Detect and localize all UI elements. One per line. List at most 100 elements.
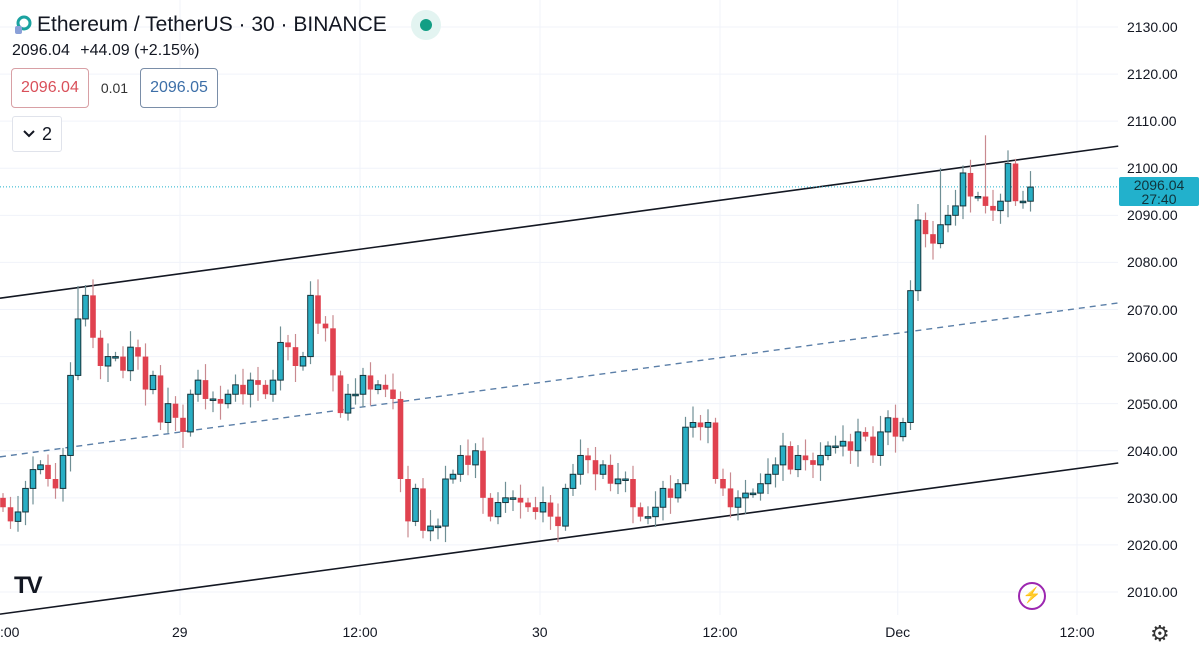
- lightning-icon[interactable]: ⚡: [1018, 582, 1046, 610]
- y-tick-label: 2050.00: [1127, 395, 1178, 412]
- candle-bullish: [494, 502, 502, 518]
- candle-bullish: [472, 450, 479, 466]
- candle-bearish: [120, 356, 126, 371]
- candle-bullish: [899, 422, 907, 438]
- candle-bearish: [592, 460, 599, 475]
- y-tick-label: 2070.00: [1127, 301, 1178, 318]
- x-tick-label: 12:00: [702, 624, 738, 640]
- x-tick-label: 12:00: [1059, 624, 1095, 640]
- candle-bearish: [45, 464, 51, 479]
- candle-bullish: [772, 464, 779, 475]
- candle-bullish: [749, 492, 757, 496]
- candle-bullish: [1004, 163, 1012, 202]
- candle-bearish: [0, 497, 6, 508]
- candle-bullish: [562, 487, 569, 527]
- candle-bearish: [390, 389, 396, 399]
- y-tick-label: 2040.00: [1127, 442, 1178, 459]
- candle-bearish: [967, 172, 974, 197]
- candle-bullish: [194, 379, 202, 395]
- indicators-toggle-button[interactable]: 2: [12, 116, 62, 152]
- candle-bearish: [862, 431, 869, 437]
- candle-bullish: [689, 422, 697, 428]
- candle-bullish: [74, 318, 82, 376]
- candle-bearish: [727, 488, 734, 508]
- candle-bearish: [802, 455, 809, 461]
- candle-bullish: [644, 516, 652, 519]
- candle-bullish: [509, 497, 517, 500]
- candle-bullish: [682, 426, 689, 485]
- y-tick-label: 2120.00: [1127, 66, 1178, 83]
- candle-bullish: [37, 464, 44, 471]
- candle-bearish: [285, 342, 291, 348]
- candle-bullish: [22, 487, 29, 513]
- sell-button[interactable]: 2096.04: [11, 68, 89, 108]
- candle-bearish: [292, 347, 299, 366]
- candle-bullish: [1019, 200, 1027, 204]
- candle-bullish: [359, 374, 367, 395]
- candle-bullish: [704, 422, 712, 428]
- candle-bullish: [794, 454, 802, 471]
- gear-icon[interactable]: ⚙: [1150, 621, 1170, 646]
- candle-bullish: [29, 469, 37, 489]
- y-tick-label: 2020.00: [1127, 536, 1178, 553]
- candle-bearish: [990, 205, 996, 211]
- candle-bullish: [779, 445, 787, 466]
- candle-bullish: [832, 445, 839, 449]
- chevron-down-icon: [23, 130, 35, 138]
- candle-bearish: [322, 323, 329, 329]
- candle-bullish: [149, 374, 157, 391]
- bar-countdown: 27:40: [1141, 190, 1177, 206]
- candle-bearish: [532, 507, 539, 512]
- candle-bearish: [465, 455, 471, 465]
- tradingview-logo[interactable]: TV: [14, 572, 43, 599]
- current-price-tag: 2096.04 27:40: [1119, 177, 1199, 206]
- candle-bearish: [630, 479, 636, 508]
- candle-bullish: [67, 374, 74, 456]
- symbol-header[interactable]: Ethereum / TetherUS · 30 · BINANCE: [12, 10, 441, 40]
- candle-bullish: [127, 346, 134, 372]
- price-change-row: 2096.04 +44.09 (+2.15%): [12, 42, 206, 60]
- buy-button[interactable]: 2096.05: [140, 68, 218, 108]
- candle-bullish: [449, 473, 457, 480]
- candle-bullish: [59, 454, 67, 489]
- candle-bullish: [164, 403, 172, 423]
- candle-bullish: [997, 200, 1004, 212]
- candle-bullish: [374, 384, 382, 391]
- candle-bearish: [7, 507, 14, 522]
- candle-bearish: [217, 398, 224, 404]
- symbol-title: Ethereum / TetherUS · 30 · BINANCE: [37, 13, 387, 36]
- x-tick-label: 29: [172, 624, 188, 640]
- candle-bullish: [757, 483, 764, 494]
- candle-bearish: [202, 380, 209, 399]
- candle-bullish: [442, 478, 449, 527]
- x-tick-label: 30: [532, 624, 548, 640]
- candle-bearish: [135, 347, 141, 357]
- current-price: 2096.04: [1133, 177, 1185, 193]
- candle-bearish: [487, 497, 494, 517]
- candle-bullish: [937, 224, 944, 245]
- candle-bullish: [914, 219, 922, 292]
- spread-value: 0.01: [100, 80, 129, 96]
- y-tick-label: 2100.00: [1127, 160, 1178, 177]
- candle-bearish: [585, 455, 591, 461]
- candle-bearish: [255, 380, 261, 385]
- candle-bullish: [352, 393, 359, 397]
- candle-bullish: [577, 454, 584, 475]
- candle-bearish: [172, 403, 179, 418]
- candle-bullish: [457, 454, 464, 475]
- candle-bearish: [712, 422, 719, 479]
- y-tick-label: 2080.00: [1127, 254, 1178, 271]
- candle-bullish: [104, 356, 112, 367]
- candle-bullish: [269, 379, 277, 395]
- candle-bearish: [382, 384, 389, 390]
- candle-bullish: [344, 393, 352, 414]
- channel-upper-line: [0, 145, 1119, 299]
- candle-bullish: [952, 205, 959, 216]
- candle-bullish: [742, 492, 749, 499]
- candle-bearish: [262, 384, 269, 395]
- candle-bullish: [14, 511, 22, 522]
- candle-bearish: [397, 398, 404, 479]
- candle-bearish: [810, 460, 816, 465]
- candle-bearish: [337, 375, 344, 414]
